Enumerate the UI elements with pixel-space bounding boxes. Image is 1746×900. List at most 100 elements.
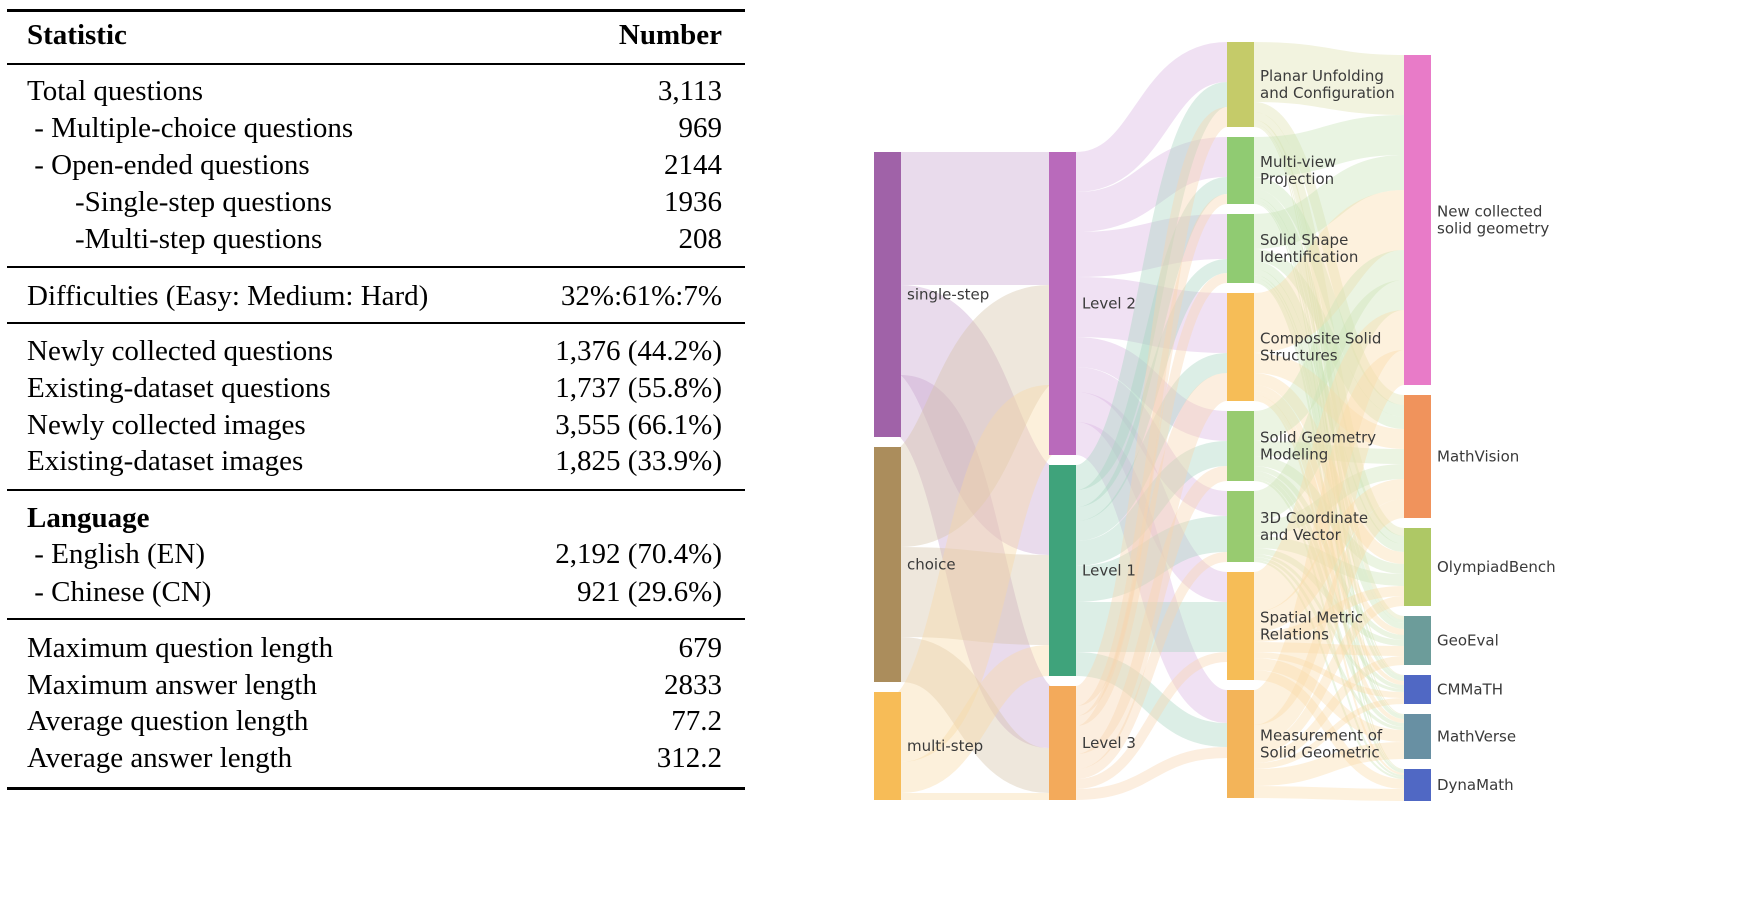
sankey-node-L1: Level 1: [1049, 465, 1136, 676]
sankey-node-single: single-step: [874, 152, 989, 437]
sankey-node-bar: [1404, 55, 1431, 385]
sankey-link-3D-MVI: [1253, 464, 1405, 536]
table-row: Difficulties (Easy: Medium: Hard) 32%:61%…: [27, 278, 722, 314]
sankey-node-MV: Multi-view Projection: [1227, 137, 1336, 204]
sankey-link-SS-DY: [1253, 281, 1405, 773]
sankey-link-SG-OB: [1253, 456, 1405, 574]
sankey-link-L1-ME: [1075, 652, 1228, 747]
row-label: Newly collected images: [27, 409, 306, 441]
row-value: 2,192 (70.4%): [555, 538, 722, 570]
row-value: 77.2: [671, 705, 722, 737]
sankey-link-CS-GE: [1253, 385, 1405, 635]
sankey-node-bar: [874, 447, 901, 682]
header-statistic: Statistic: [27, 19, 127, 51]
row-label: Maximum question length: [27, 632, 334, 664]
sankey-node-label: 3D Coordinate and Vector: [1260, 509, 1368, 544]
sankey-link-L1-3D: [1075, 516, 1228, 602]
sankey-link-ME-CM: [1253, 698, 1405, 769]
sankey-link-L3-SM: [1075, 652, 1228, 789]
sankey-nodes: single-step choice multi-step Level 2 Level …: [874, 42, 1556, 801]
sankey-node-label: multi-step: [907, 737, 983, 755]
table-row: Average question length 77.2: [27, 703, 722, 739]
table-row: -Multi-step questions 208: [27, 221, 722, 257]
row-value: 3,555 (66.1%): [555, 409, 722, 441]
sankey-link-CS-OB: [1253, 373, 1405, 564]
sankey-node-ME: Measurement of Solid Geometric: [1227, 690, 1383, 798]
sankey-link-SM-NEW: [1250, 310, 1408, 612]
sankey-link-multi-L2: [892, 385, 1058, 762]
sankey-link-L2-SM: [1074, 392, 1229, 602]
sankey-link-SS-CM: [1253, 275, 1405, 681]
sankey-node-choice: choice: [874, 447, 956, 682]
sankey-node-bar: [1049, 686, 1076, 800]
sankey-link-ME-MVI: [1252, 499, 1406, 744]
sankey-link-L2-ME: [1073, 422, 1230, 723]
sankey-node-label: DynaMath: [1437, 776, 1514, 794]
row-label: Average answer length: [27, 742, 293, 774]
sankey-node-bar: [1227, 214, 1254, 283]
row-value: 921 (29.6%): [577, 576, 722, 608]
sankey-node-bar: [1404, 395, 1431, 518]
row-value: 2144: [664, 149, 722, 181]
section-rule: [7, 489, 745, 491]
sankey-link-SS-MVI: [1253, 249, 1405, 429]
sankey-node-bar: [1227, 137, 1254, 204]
sankey-node-L2: Level 2: [1049, 152, 1136, 455]
sankey-link-ME-DY: [1253, 786, 1405, 801]
sankey-node-NEW: New collected solid geometry: [1404, 55, 1549, 385]
row-value: 312.2: [656, 742, 722, 774]
sankey-node-SM: Spatial Metric Relations: [1227, 572, 1363, 680]
row-value: 1936: [664, 186, 722, 218]
sankey-node-label: GeoEval: [1437, 632, 1499, 650]
sankey-link-ME-OB: [1253, 596, 1405, 754]
sankey-link-CS-MVE: [1253, 395, 1405, 723]
sankey-link-multi-L1: [899, 645, 1051, 793]
sankey-node-CS: Composite Solid Structures: [1227, 293, 1381, 401]
sankey-node-bar: [1404, 528, 1431, 606]
sankey-node-label: New collected solid geometry: [1437, 203, 1549, 238]
sankey-link-3D-OB: [1253, 536, 1405, 586]
sankey-node-bar: [1227, 411, 1254, 481]
row-value: 3,113: [657, 75, 722, 107]
sankey-link-SM-DY: [1253, 670, 1405, 789]
sankey-link-choice-L2: [894, 285, 1056, 547]
sankey-node-label: Multi-view Projection: [1260, 153, 1336, 188]
table-row: Maximum question length 679: [27, 630, 722, 666]
section-rule: [7, 322, 745, 324]
sankey-link-L1-CS: [1074, 353, 1229, 541]
row-value: 2833: [664, 669, 722, 701]
row-label: - Open-ended questions: [27, 149, 310, 181]
sankey-node-label: Measurement of Solid Geometric: [1260, 727, 1383, 762]
sankey-link-PU-CM: [1253, 124, 1405, 676]
row-label: - Multiple-choice questions: [27, 112, 354, 144]
section-title: Language: [27, 502, 150, 534]
sankey-link-ME-GE: [1253, 656, 1405, 763]
row-label: Total questions: [27, 75, 203, 107]
sankey-node-label: Level 2: [1082, 295, 1136, 313]
sankey-node-label: Level 3: [1082, 734, 1136, 752]
table-row: Maximum answer length 2833: [27, 667, 722, 703]
table-row: Newly collected images 3,555 (66.1%): [27, 407, 722, 443]
sankey-link-MV-GE: [1253, 197, 1405, 623]
sankey-node-label: Level 1: [1082, 562, 1136, 580]
sankey-link-MV-CM: [1253, 200, 1405, 678]
row-value: 1,825 (33.9%): [555, 445, 722, 477]
sankey-link-MV-DY: [1253, 203, 1405, 771]
sankey-link-L3-MV: [1074, 194, 1229, 716]
sankey-link-SM-GE: [1253, 642, 1405, 656]
sankey-node-label: Planar Unfolding and Configuration: [1260, 67, 1395, 102]
sankey-node-bar: [1404, 769, 1431, 801]
sankey-link-PU-MVE: [1253, 125, 1405, 715]
sankey-node-DY: DynaMath: [1404, 769, 1514, 801]
row-value: 679: [678, 632, 723, 664]
sankey-link-L3-SS: [1075, 273, 1228, 726]
sankey-link-L2-SG: [1075, 337, 1228, 441]
sankey-link-ME-MVE: [1253, 742, 1405, 786]
sankey-link-PU-DY: [1253, 126, 1405, 770]
sankey-node-SS: Solid Shape Identification: [1227, 214, 1358, 283]
sankey-node-bar: [1404, 714, 1431, 759]
table-row: Average answer length 312.2: [27, 740, 722, 776]
header-number: Number: [618, 19, 722, 51]
sankey-link-SG-MVE: [1253, 475, 1405, 727]
sankey-node-OB: OlympiadBench: [1404, 528, 1556, 606]
